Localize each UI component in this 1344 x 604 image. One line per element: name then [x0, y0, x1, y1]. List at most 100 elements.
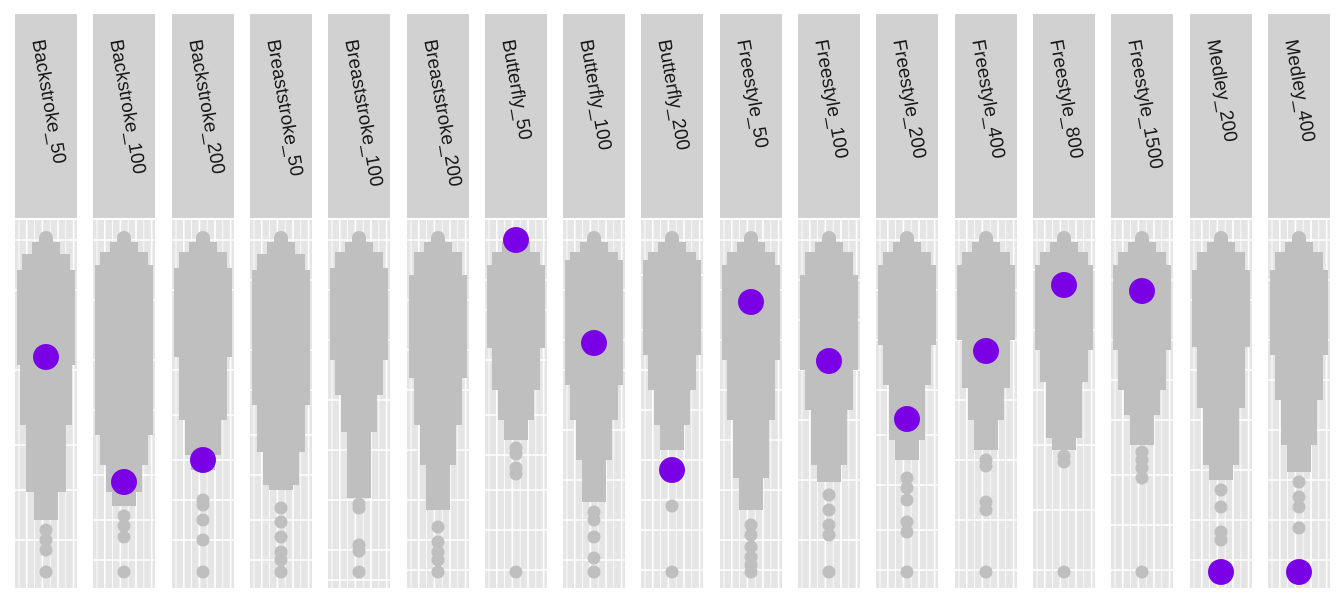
facet-label: Backstroke_50	[27, 38, 70, 166]
facet-label: Medley_200	[1201, 38, 1241, 144]
data-dot	[900, 481, 914, 495]
data-dot	[1057, 565, 1071, 579]
dot-stack	[565, 231, 624, 579]
facet-panel	[484, 220, 547, 588]
facet-label: Butterfly_50	[497, 38, 536, 142]
highlight-dot	[1050, 272, 1077, 298]
data-dot	[900, 471, 914, 485]
dot-stack	[486, 231, 545, 579]
data-dot	[1292, 475, 1306, 489]
data-dot	[1292, 521, 1306, 535]
data-dot	[1214, 533, 1227, 547]
data-dot	[822, 503, 836, 517]
data-dot	[117, 565, 131, 579]
dot-stack	[1113, 231, 1172, 579]
data-dot	[587, 530, 601, 544]
facet-strip: Freestyle_800	[1032, 14, 1095, 218]
data-dot	[979, 459, 993, 473]
facet-panel	[798, 220, 860, 588]
facet-panel	[15, 220, 77, 588]
data-dot	[274, 565, 288, 579]
facet-panel	[171, 220, 234, 588]
dot-stack	[1269, 231, 1328, 579]
data-dot	[665, 565, 679, 579]
facet-label: Backstroke_100	[105, 38, 150, 176]
facet-panel	[1032, 220, 1095, 588]
data-dot	[274, 553, 288, 567]
dot-stack	[721, 231, 780, 579]
data-dot	[274, 530, 288, 544]
data-dot	[822, 488, 836, 502]
dot-stack	[17, 231, 75, 579]
data-dot	[587, 551, 601, 565]
data-dot	[509, 565, 523, 579]
facet-label: Breaststroke_100	[340, 38, 388, 189]
data-dot	[587, 513, 601, 527]
dot-stack	[251, 231, 310, 579]
facet-strip: Freestyle_50	[719, 14, 782, 218]
data-dot	[196, 565, 210, 579]
data-dot	[509, 467, 523, 481]
facet-strip: Backstroke_50	[15, 14, 77, 218]
data-dot	[117, 530, 131, 544]
facet-label: Freestyle_200	[888, 38, 931, 161]
dot-stack	[643, 231, 702, 579]
highlight-dot	[111, 469, 138, 495]
facet-label: Freestyle_100	[810, 38, 852, 161]
facet-label: Breaststroke_200	[418, 38, 466, 189]
facet-strip: Backstroke_100	[93, 14, 156, 218]
facet-strip: Breaststroke_100	[328, 14, 391, 218]
highlight-dot	[189, 447, 216, 473]
facet-panel	[1267, 220, 1330, 588]
data-dot	[196, 498, 210, 512]
data-dot	[822, 565, 836, 579]
facet-panel	[406, 220, 469, 588]
data-dot	[822, 528, 836, 542]
facet-panel	[876, 220, 939, 588]
facet-strip: Breaststroke_50	[249, 14, 312, 218]
data-dot	[744, 565, 758, 579]
data-dot	[196, 533, 210, 547]
highlight-dot	[1285, 559, 1312, 585]
facet-label: Butterfly_200	[653, 38, 694, 152]
data-dot	[39, 543, 53, 557]
highlight-dot	[33, 344, 59, 370]
facet-panel	[563, 220, 626, 588]
data-dot	[1135, 461, 1149, 475]
facet-panel	[93, 220, 156, 588]
data-dot	[352, 565, 366, 579]
facet-strip: Breaststroke_200	[406, 14, 469, 218]
data-dot	[1214, 500, 1227, 514]
data-dot	[274, 501, 288, 515]
facet-strip: Butterfly_50	[484, 14, 547, 218]
dot-stack	[800, 231, 858, 579]
data-dot	[979, 565, 993, 579]
data-dot	[1057, 455, 1071, 469]
data-dot	[509, 447, 523, 461]
highlight-dot	[659, 457, 686, 483]
facet-panel	[1111, 220, 1174, 588]
data-dot	[1214, 483, 1227, 497]
data-dot	[39, 533, 53, 547]
highlight-dot	[581, 330, 608, 356]
data-dot	[431, 535, 444, 549]
data-dot	[900, 525, 914, 539]
data-dot	[587, 565, 601, 579]
facet-strip: Butterfly_200	[641, 14, 704, 218]
data-dot	[117, 509, 131, 523]
highlight-dot	[1129, 278, 1156, 304]
facet-strip: Freestyle_1500	[1111, 14, 1174, 218]
facet-panel	[641, 220, 704, 588]
data-dot	[431, 553, 444, 567]
highlight-dot	[737, 289, 764, 315]
dot-stack	[408, 231, 467, 579]
data-dot	[1135, 471, 1149, 485]
facet-strip: Medley_200	[1189, 14, 1252, 218]
facet-label: Freestyle_50	[732, 38, 772, 150]
data-dot	[117, 519, 131, 533]
facet-panel	[249, 220, 312, 588]
dot-stack	[95, 231, 154, 579]
highlight-dot	[502, 227, 529, 253]
facet-strip: Butterfly_100	[563, 14, 626, 218]
highlight-dot	[816, 348, 842, 374]
